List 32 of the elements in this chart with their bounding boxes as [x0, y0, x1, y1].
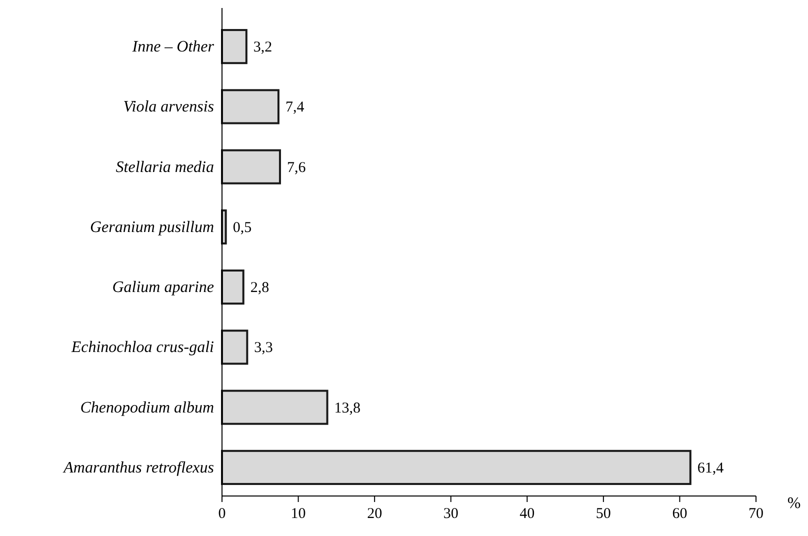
y-tick-label: Echinochloa crus-gali — [70, 339, 214, 356]
y-tick-label: Geranium pusillum — [90, 218, 214, 236]
x-axis-title: % — [787, 495, 801, 512]
data-label: 3,2 — [253, 40, 272, 56]
x-tick-label: 40 — [520, 506, 535, 522]
x-tick-label: 50 — [596, 506, 611, 522]
bar — [221, 270, 244, 305]
y-tick-label: Viola arvensis — [123, 98, 214, 116]
data-label: 7,4 — [285, 100, 305, 116]
bar — [221, 330, 248, 365]
bar — [221, 149, 281, 184]
data-label: 13,8 — [334, 400, 361, 416]
y-tick-label: Inne – Other — [131, 38, 215, 56]
bar — [221, 29, 248, 64]
bar — [221, 390, 328, 425]
data-label: 61,4 — [697, 460, 724, 476]
y-tick-label: Chenopodium album — [80, 399, 214, 416]
y-tick-label: Amaranthus retroflexus — [62, 459, 214, 476]
x-tick-label: 20 — [367, 506, 382, 522]
y-tick-label: Galium aparine — [112, 279, 214, 296]
x-tick-label: 30 — [443, 506, 458, 522]
bar — [221, 450, 692, 485]
x-tick-label: 60 — [672, 506, 688, 522]
data-label: 0,5 — [232, 220, 252, 236]
x-tick-label: 10 — [290, 506, 306, 522]
x-tick-label: 70 — [748, 506, 764, 522]
data-label: 7,6 — [286, 160, 306, 176]
data-label: 3,3 — [254, 340, 273, 356]
x-tick-label: 0 — [218, 506, 226, 522]
y-tick-label: Stellaria media — [116, 158, 214, 176]
data-label: 2,8 — [250, 280, 270, 296]
bar — [221, 89, 280, 124]
